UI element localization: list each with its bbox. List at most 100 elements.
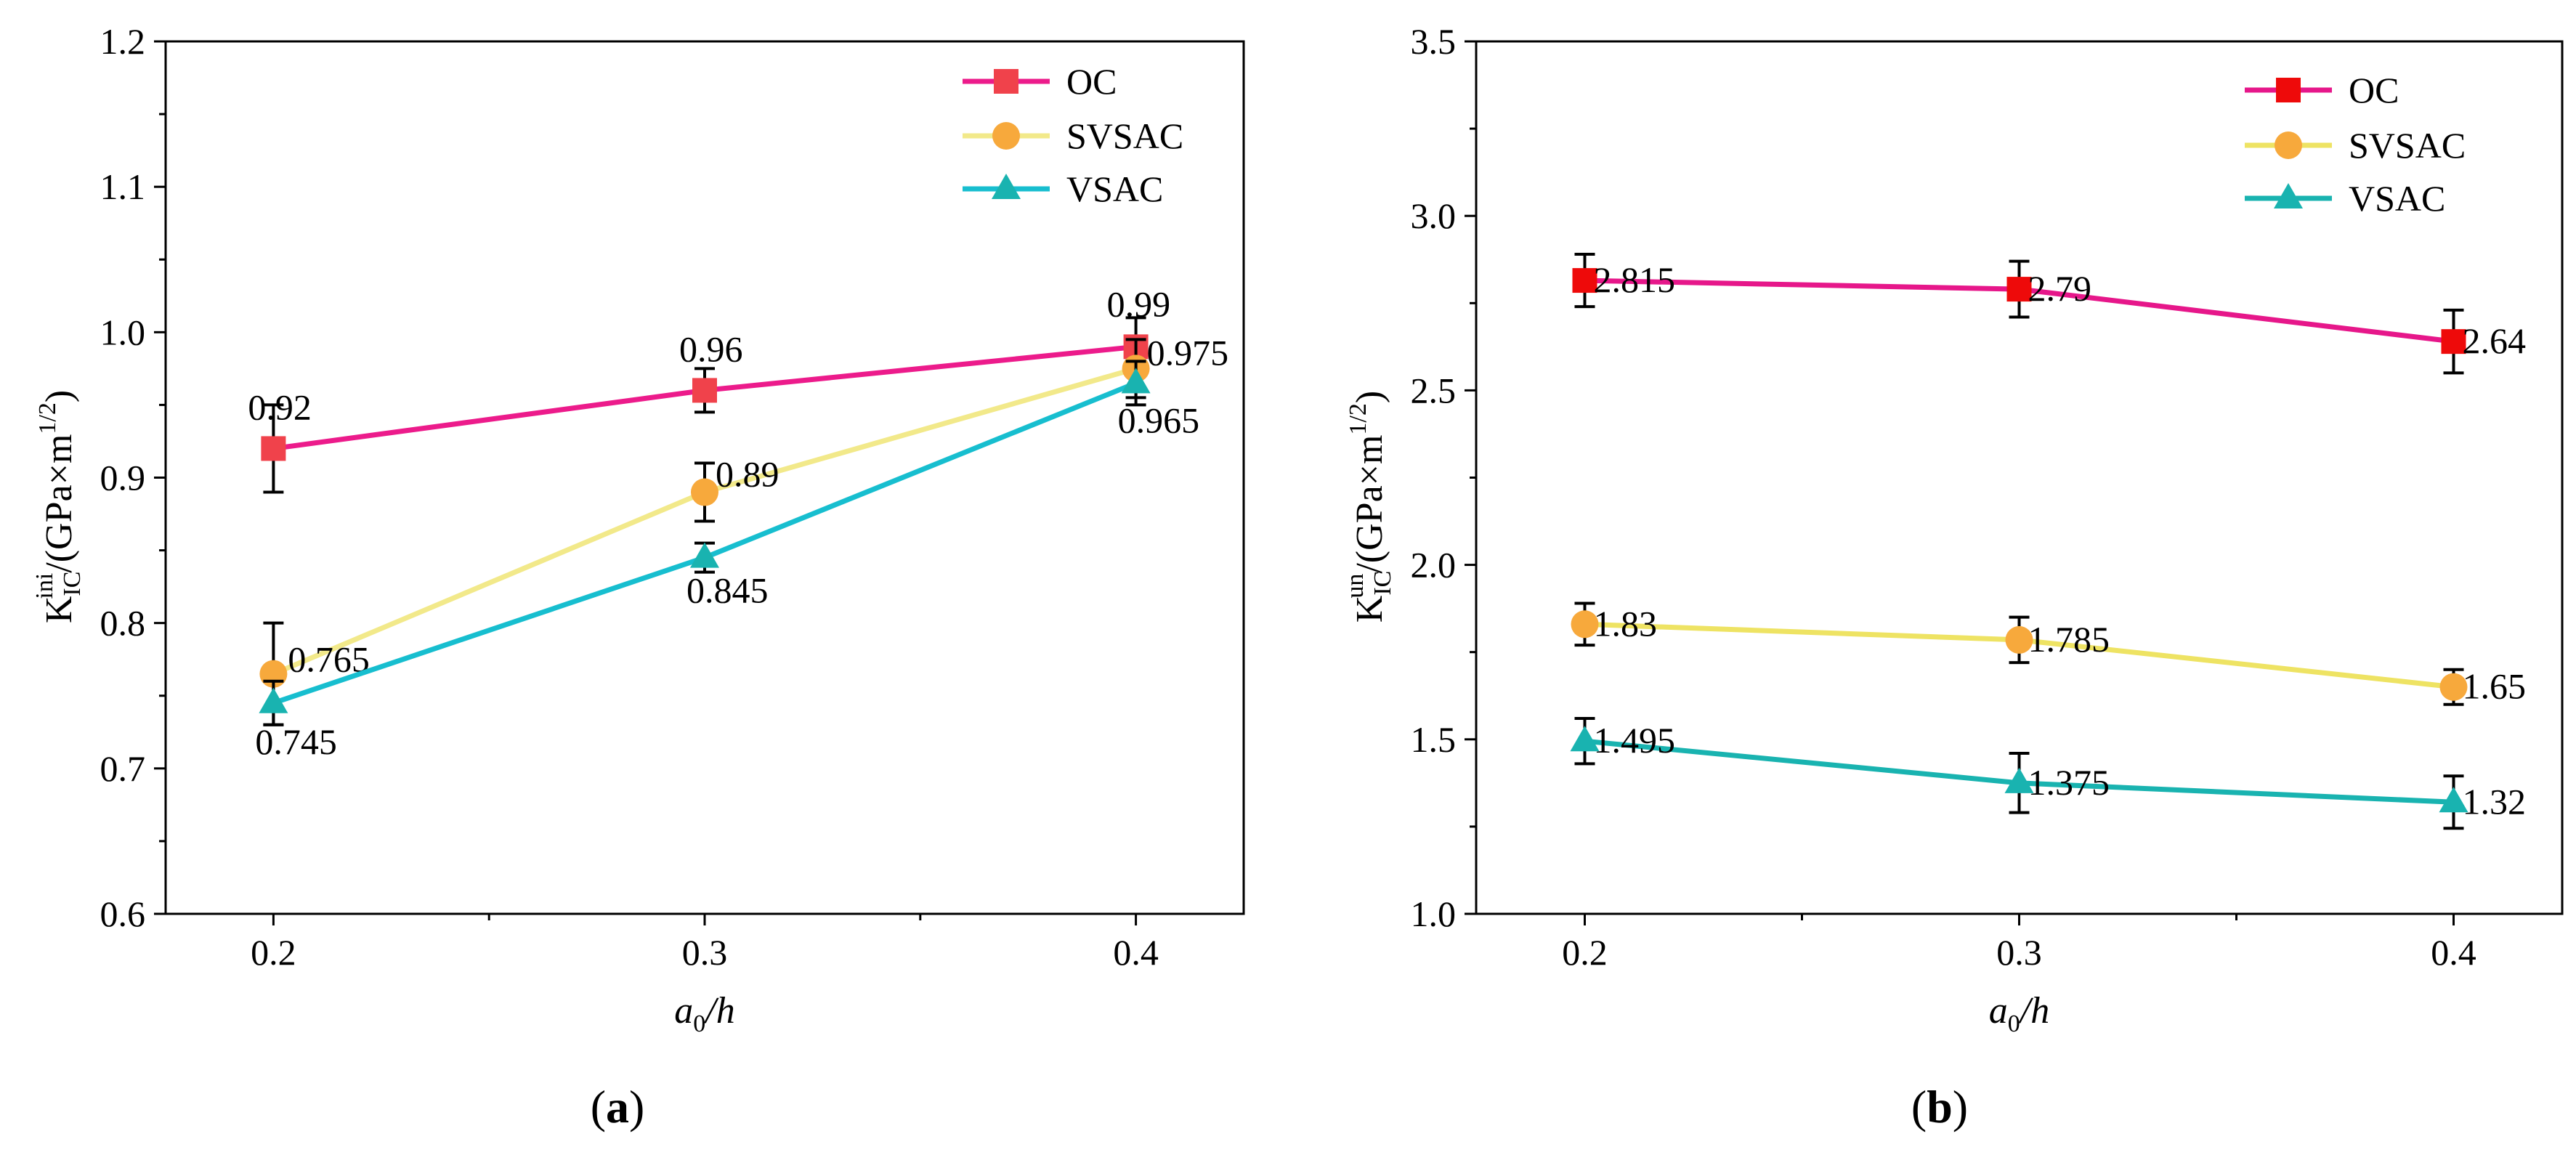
x-tick-label: 0.3 (1996, 932, 2042, 973)
legend-label: OC (1066, 61, 1117, 102)
y-tick-label: 1.5 (1411, 719, 1457, 760)
data-point-marker (2004, 767, 2034, 793)
y-axis-title-unit: /(GPa×m (39, 434, 80, 573)
data-point-marker (259, 687, 288, 713)
y-axis-title-sub: IC (1369, 571, 1396, 596)
legend-label: VSAC (1066, 169, 1163, 209)
x-axis-title-var: a (1989, 990, 2008, 1032)
y-tick-label: 1.0 (100, 312, 146, 352)
x-tick-label: 0.3 (682, 932, 728, 973)
y-axis-title-close: ) (39, 390, 80, 402)
y-axis-title-close: ) (1349, 391, 1390, 403)
data-point-marker (1572, 268, 1597, 293)
data-label: 1.495 (1594, 720, 1676, 761)
data-label: 2.79 (2028, 268, 2092, 309)
legend-entry-svsac: SVSAC (963, 115, 1183, 156)
y-axis-title: KICun/(GPa×m1/2) (1342, 391, 1396, 623)
data-label: 0.89 (716, 454, 779, 495)
data-label: 1.32 (2463, 781, 2527, 822)
data-label: 0.975 (1147, 332, 1229, 373)
data-point-marker (1571, 610, 1599, 639)
panel-label-close: ) (1953, 1081, 1968, 1132)
panel-label-letter: b (1927, 1081, 1953, 1132)
data-label: 0.92 (248, 386, 312, 427)
legend-entry-oc: OC (963, 61, 1117, 102)
y-tick-label: 0.9 (100, 458, 146, 498)
data-point-marker (691, 478, 718, 506)
data-point-marker (2005, 625, 2033, 654)
data-label: 0.96 (679, 328, 743, 369)
legend-label: VSAC (2349, 178, 2445, 219)
y-tick-label: 2.5 (1411, 370, 1457, 410)
data-label: 1.375 (2028, 762, 2110, 803)
panel-label: (a) (591, 1081, 645, 1132)
x-tick-label: 0.4 (2431, 932, 2476, 973)
legend-label: SVSAC (1066, 115, 1183, 156)
y-axis-title-unit-sup: 1/2 (34, 402, 61, 434)
panel-label-open: ( (1911, 1081, 1927, 1132)
legend-entry-vsac: VSAC (2245, 178, 2445, 219)
y-axis-title: KICini/(GPa×m1/2) (31, 390, 86, 623)
y-tick-label: 0.7 (100, 748, 146, 789)
y-axis-title-sub: IC (59, 572, 86, 596)
data-point-marker (2439, 787, 2468, 813)
panel-label-open: ( (591, 1081, 606, 1132)
data-point-marker (690, 542, 719, 568)
y-axis-title-main: K (39, 596, 80, 623)
data-label: 0.99 (1107, 283, 1171, 324)
y-tick-label: 1.2 (100, 21, 146, 62)
y-axis-title-sup: un (1342, 574, 1369, 599)
x-axis-title-sub: 0 (693, 1010, 705, 1037)
legend-marker (2276, 78, 2301, 102)
y-tick-label: 1.0 (1411, 893, 1457, 934)
series-oc: 2.815 2.79 2.64 (1572, 253, 2527, 375)
y-tick-label: 0.6 (100, 893, 146, 934)
data-label: 1.83 (1594, 603, 1658, 644)
data-label: 0.745 (255, 721, 337, 762)
data-label: 0.845 (686, 570, 769, 611)
legend-marker (994, 69, 1018, 94)
series-svsac: 1.83 1.785 1.65 (1571, 601, 2527, 707)
legend-label: OC (2349, 70, 2399, 110)
series-vsac: 0.745 0.845 0.965 (255, 360, 1200, 762)
legend-marker (2275, 131, 2302, 159)
data-label: 2.815 (1594, 259, 1676, 300)
legend-entry-oc: OC (2245, 70, 2399, 110)
legend-label: SVSAC (2349, 125, 2466, 166)
y-tick-label: 2.0 (1411, 545, 1457, 585)
data-label: 1.785 (2028, 619, 2110, 660)
data-point-marker (692, 378, 717, 403)
data-point-marker (261, 436, 286, 461)
y-tick-label: 3.0 (1411, 195, 1457, 236)
y-tick-label: 3.5 (1411, 21, 1457, 62)
x-axis-title-var: a (674, 990, 693, 1032)
series-oc: 0.92 0.96 0.99 (248, 283, 1171, 494)
y-axis-title-main: K (1349, 595, 1390, 623)
x-tick-label: 0.2 (251, 932, 296, 973)
x-axis-title-rest: /h (703, 990, 734, 1032)
panel-label: (b) (1911, 1081, 1968, 1132)
series-vsac: 1.495 1.375 1.32 (1570, 716, 2527, 830)
legend-marker (992, 174, 1021, 199)
y-axis-title-unit-sup: 1/2 (1345, 403, 1372, 434)
data-point-marker (1570, 726, 1600, 752)
x-axis-title: a0/h (674, 990, 734, 1037)
data-label: 2.64 (2463, 320, 2527, 361)
x-axis-title: a0/h (1989, 990, 2049, 1037)
data-label: 1.65 (2463, 666, 2527, 707)
y-axis-title-unit: /(GPa×m (1349, 435, 1390, 574)
x-axis-title-sub: 0 (2008, 1010, 2020, 1037)
data-label: 0.965 (1118, 400, 1200, 440)
legend-entry-vsac: VSAC (963, 169, 1163, 209)
x-axis-title-rest: /h (2018, 990, 2049, 1032)
x-tick-label: 0.2 (1562, 932, 1608, 973)
panel-label-letter: a (606, 1081, 629, 1132)
panel-label-close: ) (629, 1081, 644, 1132)
y-axis-title-sup: ini (31, 573, 58, 599)
x-tick-label: 0.4 (1113, 932, 1159, 973)
chart-panel-a: 0.60.70.80.91.01.11.20.2 0.3 0.4a0/hKICini… (31, 21, 1245, 1132)
data-point-marker (2441, 329, 2466, 354)
data-point-marker (2439, 673, 2468, 701)
